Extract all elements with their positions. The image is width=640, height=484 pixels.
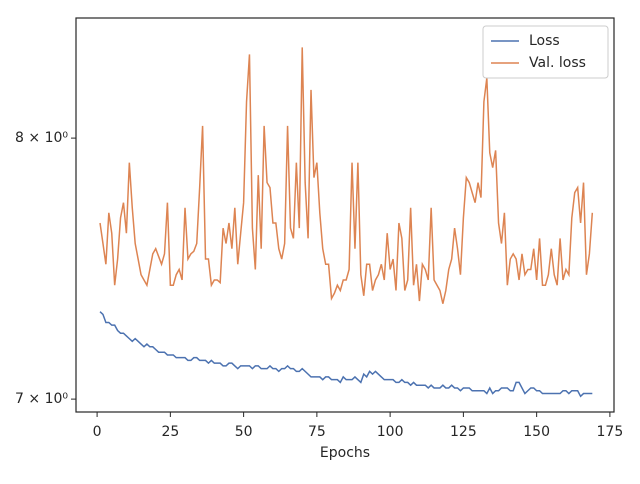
axes-frame [75, 17, 615, 413]
x-tick-label: 175 [597, 424, 624, 440]
x-tick-label: 25 [161, 424, 179, 440]
x-tick-label: 50 [235, 424, 253, 440]
x-tick-label: 125 [450, 424, 477, 440]
y-tick-label: 7 × 10⁰ [15, 391, 68, 407]
legend-box [482, 25, 609, 79]
x-tick-label: 150 [523, 424, 550, 440]
legend-label: Loss [529, 33, 560, 49]
x-axis-label: Epochs [320, 445, 370, 461]
y-tick-label: 8 × 10⁰ [15, 130, 68, 146]
x-tick-label: 0 [93, 424, 102, 440]
legend-label: Val. loss [529, 55, 586, 71]
series-line [99, 47, 594, 304]
x-tick-label: 75 [308, 424, 326, 440]
series-line [99, 311, 593, 398]
x-tick-label: 100 [377, 424, 404, 440]
